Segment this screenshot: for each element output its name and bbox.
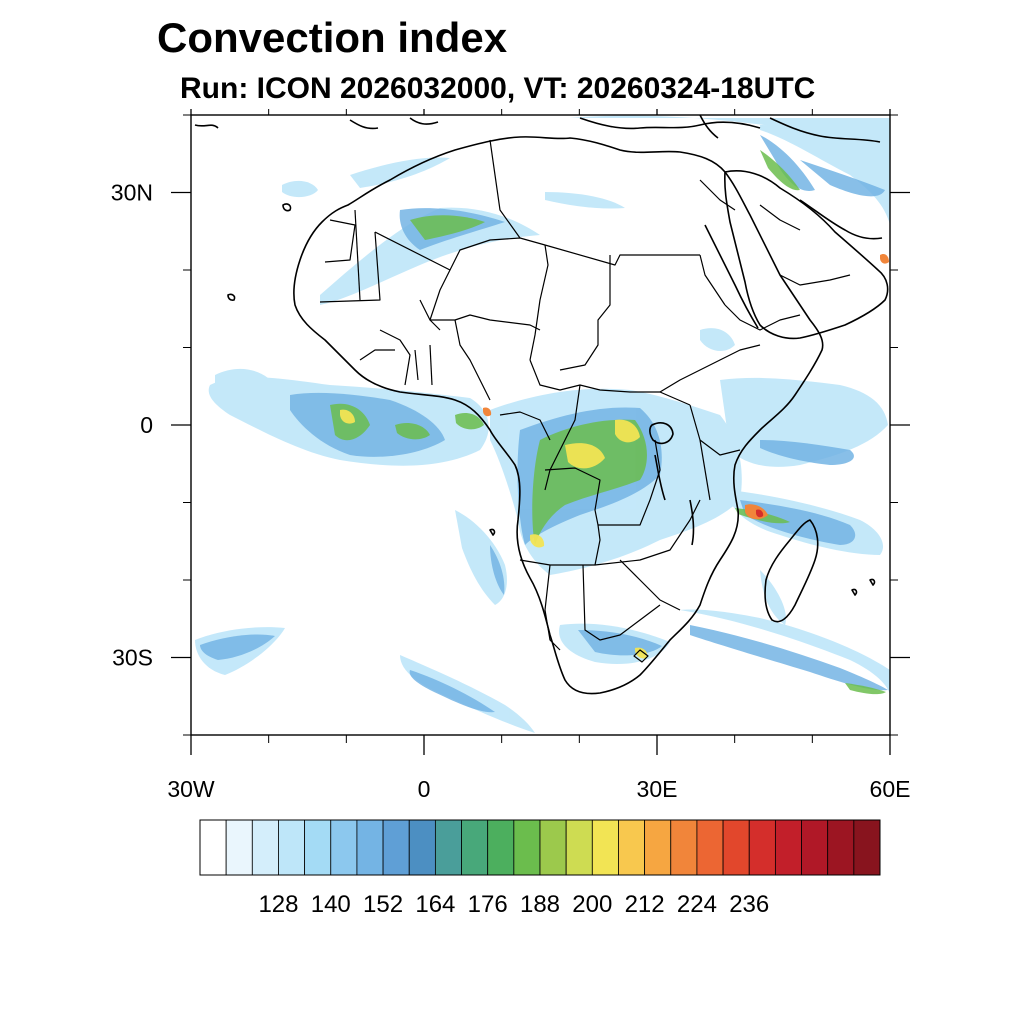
field-patch-west-atlantic [215, 368, 268, 388]
field-patch-libya [545, 192, 625, 209]
colorbar-swatch [251, 819, 279, 876]
colorbar-swatch [278, 819, 306, 876]
colorbar-swatch [330, 819, 358, 876]
colorbar-label: 200 [572, 891, 612, 918]
convection-field [194, 115, 890, 733]
lon-tick-label: 30W [167, 776, 215, 802]
lat-tick-label: 30S [112, 645, 153, 671]
colorbar-swatch [696, 819, 724, 876]
lon-tick-label: 0 [418, 776, 431, 802]
colorbar-swatch [748, 819, 776, 876]
field-patch-maghreb [350, 157, 450, 188]
colorbar-swatch [618, 819, 646, 876]
colorbar-swatch [644, 819, 672, 876]
field-patch-indian-ocean-band [680, 609, 890, 695]
colorbar-swatch [539, 819, 567, 876]
map-subtitle: Run: ICON 2026032000, VT: 20260324-18UTC [180, 72, 816, 105]
colorbar-swatch [565, 819, 593, 876]
field-patch-arabia-north [760, 125, 890, 225]
field-patch-ethiopia [700, 328, 735, 352]
field-patch-madagascar-east [760, 570, 786, 625]
colorbar-label: 164 [415, 891, 455, 918]
colorbar-swatch [513, 819, 541, 876]
field-patch-sahara-band [320, 207, 540, 305]
lon-tick-label: 60E [870, 776, 911, 802]
colorbar-label: 140 [311, 891, 351, 918]
colorbar-label: 236 [729, 891, 769, 918]
colorbar-swatch [670, 819, 698, 876]
colorbar-label: 128 [258, 891, 298, 918]
colorbar-frame [199, 819, 881, 876]
map-title: Convection index [157, 14, 508, 61]
field-patch-namibia-coast [455, 510, 507, 605]
colorbar-swatch [853, 819, 881, 876]
colorbar-swatch [356, 819, 384, 876]
colorbar-swatch [722, 819, 750, 876]
colorbar-label: 152 [363, 891, 403, 918]
colorbar-swatch [225, 819, 253, 876]
field-patch-canary [282, 180, 318, 198]
colorbar: 128 140 152 164 176 188 200 212 224 236 [199, 819, 881, 918]
colorbar-swatch [801, 819, 829, 876]
colorbar-swatch [408, 819, 436, 876]
country-borders [319, 139, 851, 663]
colorbar-swatch [199, 819, 227, 876]
colorbar-label: 212 [625, 891, 665, 918]
coastlines [194, 115, 889, 695]
colorbar-swatch [487, 819, 515, 876]
colorbar-label: 224 [677, 891, 717, 918]
colorbar-swatch [382, 819, 410, 876]
colorbar-swatch [827, 819, 855, 876]
colorbar-swatch [591, 819, 619, 876]
colorbar-swatch [461, 819, 489, 876]
field-patch-southwest-band [400, 655, 535, 733]
lon-tick-label: 30E [637, 776, 678, 802]
colorbar-label: 188 [520, 891, 560, 918]
colorbar-label: 176 [468, 891, 508, 918]
lat-tick-label: 0 [140, 412, 153, 438]
colorbar-swatch [774, 819, 802, 876]
colorbar-swatch [434, 819, 462, 876]
lat-tick-label: 30N [111, 180, 153, 206]
colorbar-swatch [304, 819, 332, 876]
map-axes: 30W 0 30E 60E 30N 0 30S [111, 109, 911, 802]
